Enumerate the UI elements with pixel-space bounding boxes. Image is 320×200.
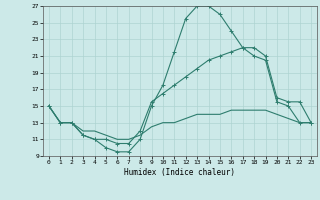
- X-axis label: Humidex (Indice chaleur): Humidex (Indice chaleur): [124, 168, 236, 177]
